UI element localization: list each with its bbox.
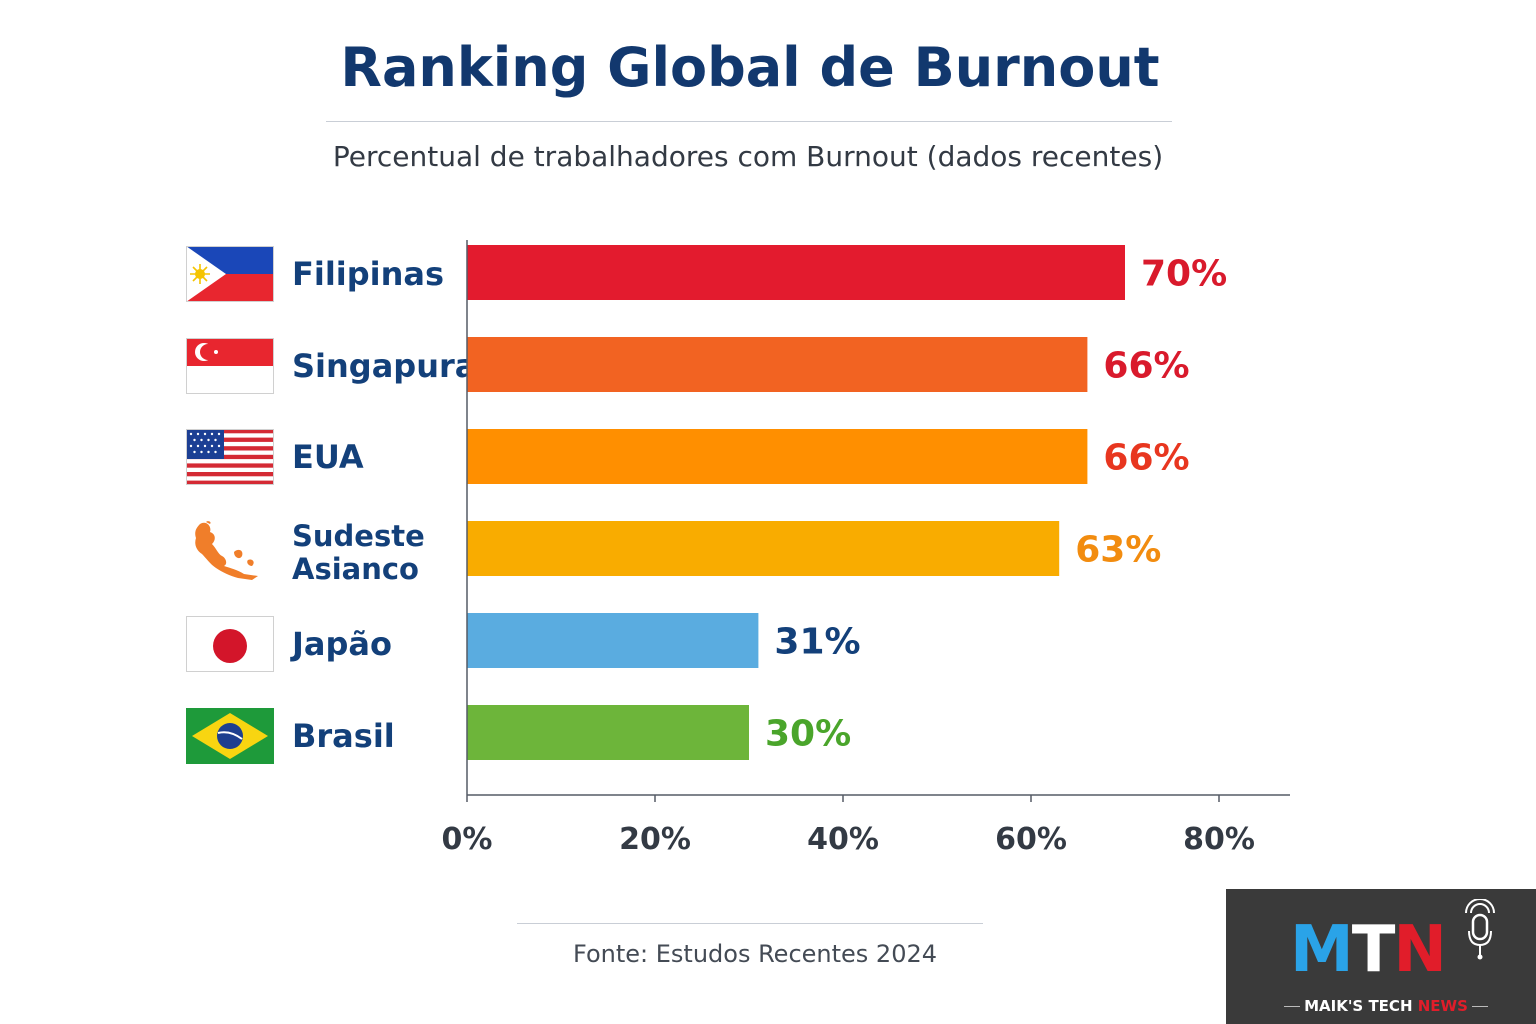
- brazil-flag-icon: [186, 708, 274, 764]
- bar: [467, 245, 1125, 300]
- bar: [467, 429, 1088, 484]
- chart-subtitle: Percentual de trabalhadores com Burnout …: [332, 140, 1164, 173]
- bar: [467, 705, 749, 760]
- bar-value-label: 70%: [1141, 254, 1227, 295]
- logo-tagline: MAIK'S TECH NEWS: [1276, 997, 1496, 1015]
- row-label: Sudeste Asianco: [292, 520, 462, 586]
- bar-value-label: 30%: [765, 714, 851, 755]
- bar-value-label: 66%: [1103, 438, 1189, 479]
- x-tick-label: 60%: [995, 822, 1067, 857]
- logo-letter-t: T: [1351, 913, 1396, 987]
- x-tick-label: 80%: [1183, 822, 1255, 857]
- x-tick-label: 20%: [619, 822, 691, 857]
- source-note: Fonte: Estudos Recentes 2024: [573, 940, 937, 968]
- singapore-flag-icon: [186, 338, 274, 394]
- philippines-flag-icon: [186, 246, 274, 302]
- x-tick-label: 40%: [807, 822, 879, 857]
- bar-value-label: 63%: [1075, 530, 1161, 571]
- bar: [467, 337, 1088, 392]
- bar: [467, 521, 1060, 576]
- microphone-icon: [1458, 898, 1502, 963]
- row-label: Singapura: [292, 346, 477, 385]
- usa-flag-icon: [186, 429, 274, 485]
- logo-letter-m: M: [1290, 913, 1354, 987]
- row-label: EUA: [292, 437, 364, 476]
- chart-title: Ranking Global de Burnout: [340, 36, 1160, 99]
- row-label: Japão: [292, 624, 392, 663]
- logo-tagline-main: MAIK'S TECH: [1304, 997, 1413, 1015]
- logo-tagline-accent: NEWS: [1417, 997, 1468, 1015]
- row-label-line1: Sudeste: [292, 519, 425, 553]
- brand-logo: MTN MAIK'S TECH NEWS: [1226, 889, 1536, 1024]
- title-divider: [326, 121, 1172, 122]
- row-label: Brasil: [292, 716, 395, 755]
- bar: [467, 613, 759, 668]
- bar-value-label: 66%: [1103, 346, 1189, 387]
- x-tick-label: 0%: [442, 822, 493, 857]
- logo-letters: MTN: [1290, 915, 1480, 985]
- japan-flag-icon: [186, 616, 274, 672]
- row-label-line2: Asianco: [292, 552, 419, 586]
- row-label: Filipinas: [292, 254, 445, 293]
- southeast-asia-map-icon: [186, 520, 274, 586]
- bar-value-label: 31%: [774, 622, 860, 663]
- logo-letter-n: N: [1393, 913, 1447, 987]
- source-divider: [517, 923, 983, 924]
